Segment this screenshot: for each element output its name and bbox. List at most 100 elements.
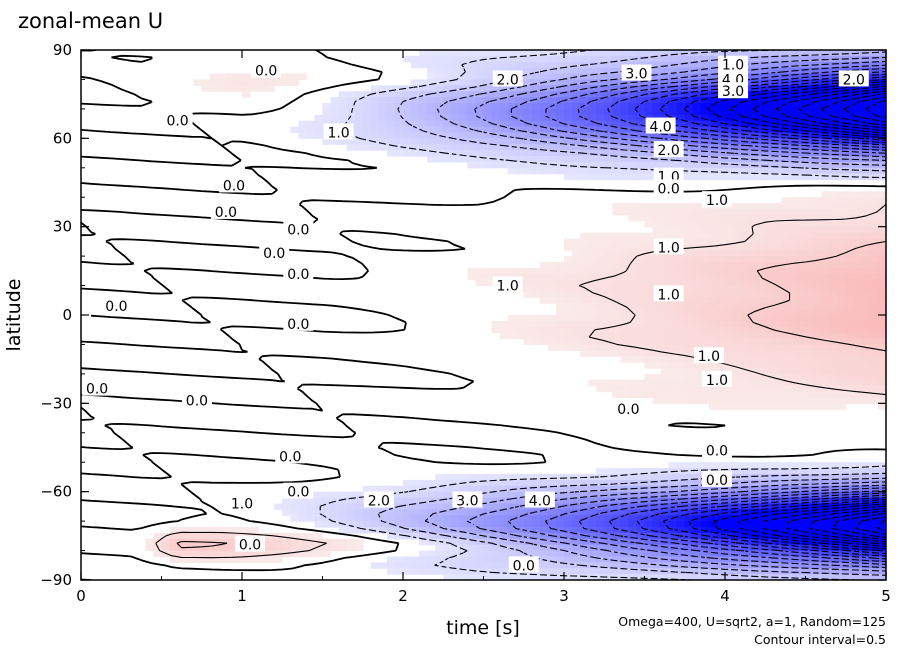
contour-cell	[837, 285, 847, 293]
contour-cell	[555, 279, 565, 287]
contour-cell	[837, 474, 847, 481]
contour-cell	[797, 521, 807, 528]
contour-cell	[757, 214, 766, 222]
contour-cell	[676, 391, 686, 399]
contour-cell	[845, 397, 855, 404]
contour-cell	[741, 556, 750, 563]
contour-cell	[757, 232, 766, 240]
contour-cell	[588, 156, 597, 163]
contour-cell	[507, 50, 517, 57]
contour-cell	[451, 97, 460, 104]
contour-cell	[475, 474, 485, 481]
contour-cell	[757, 220, 766, 228]
contour-cell	[692, 468, 702, 475]
contour-cell	[483, 126, 493, 134]
contour-cell	[580, 138, 589, 145]
contour-cell	[580, 320, 589, 328]
contour-cell	[700, 503, 710, 510]
contour-cell	[483, 114, 493, 122]
contour-cell	[725, 167, 734, 175]
contour-cell	[660, 338, 670, 346]
contour-cell	[789, 103, 799, 110]
contour-cell	[596, 161, 605, 169]
contour-cell	[644, 550, 654, 558]
contour-cell	[749, 138, 758, 145]
contour-cell	[725, 126, 734, 134]
contour-cell	[797, 527, 807, 534]
contour-cell	[314, 532, 324, 540]
contour-cell	[725, 209, 734, 216]
contour-cell	[708, 256, 718, 263]
contour-cell	[652, 73, 662, 81]
contour-cell	[459, 532, 468, 540]
contour-cell	[773, 108, 782, 116]
contour-cell	[813, 203, 823, 210]
contour-cell	[853, 362, 863, 369]
contour-cell	[757, 79, 766, 86]
contour-cell	[572, 568, 581, 575]
contour-cell	[821, 562, 831, 569]
contour-cell	[757, 332, 766, 340]
contour-cell	[306, 497, 316, 505]
contour-cell	[177, 532, 187, 540]
contour-cell	[765, 527, 774, 534]
contour-cell	[725, 556, 734, 563]
contour-cell	[419, 79, 428, 86]
contour-cell	[829, 67, 839, 75]
contour-cell	[789, 55, 799, 63]
contour-cell	[515, 50, 525, 57]
contour-cell	[354, 97, 364, 104]
contour-cell	[644, 373, 654, 381]
contour-cell	[845, 85, 855, 92]
contour-cell	[757, 550, 766, 558]
contour-cell	[612, 344, 621, 351]
contour-cell	[644, 527, 654, 534]
contour-cell	[741, 362, 750, 369]
contour-cell	[547, 556, 557, 563]
contour-cell	[813, 497, 823, 505]
contour-cell	[539, 320, 549, 328]
contour-cell	[427, 97, 436, 104]
contour-cell	[660, 479, 670, 487]
contour-cell	[765, 562, 774, 569]
contour-cell	[749, 220, 758, 228]
contour-cell	[757, 385, 766, 393]
contour-cell	[684, 356, 694, 363]
contour-cell	[789, 73, 799, 81]
contour-cell	[555, 338, 565, 346]
contour-cell	[620, 132, 629, 139]
contour-cell	[813, 173, 823, 181]
contour-cell	[837, 191, 847, 198]
contour-cell	[580, 262, 589, 269]
contour-cell	[781, 203, 790, 210]
contour-cell	[813, 562, 823, 569]
contour-cell	[877, 67, 886, 75]
contour-cell	[531, 532, 541, 540]
contour-cell	[861, 320, 871, 328]
contour-cell	[773, 521, 782, 528]
contour-cell	[515, 332, 525, 340]
contour-cell	[877, 544, 886, 552]
contour-cell	[362, 91, 372, 98]
contour-cell	[362, 515, 372, 522]
contour-cell	[596, 279, 605, 287]
contour-cell	[861, 356, 871, 363]
contour-cell	[757, 244, 766, 251]
contour-cell	[298, 132, 307, 139]
contour-cell	[427, 91, 436, 98]
contour-cell	[523, 79, 533, 86]
y-tick-label: 60	[53, 129, 72, 147]
contour-cell	[314, 497, 324, 505]
contour-cell	[620, 91, 629, 98]
contour-cell	[716, 532, 726, 540]
contour-cell	[572, 238, 581, 245]
contour-cell	[322, 114, 332, 122]
contour-cell	[733, 291, 742, 298]
contour-cell	[314, 126, 324, 134]
contour-cell	[837, 108, 847, 116]
contour-cell	[499, 521, 509, 528]
contour-cell	[620, 538, 629, 546]
contour-cell	[475, 55, 485, 63]
contour-cell	[507, 326, 517, 334]
contour-cell	[733, 521, 742, 528]
